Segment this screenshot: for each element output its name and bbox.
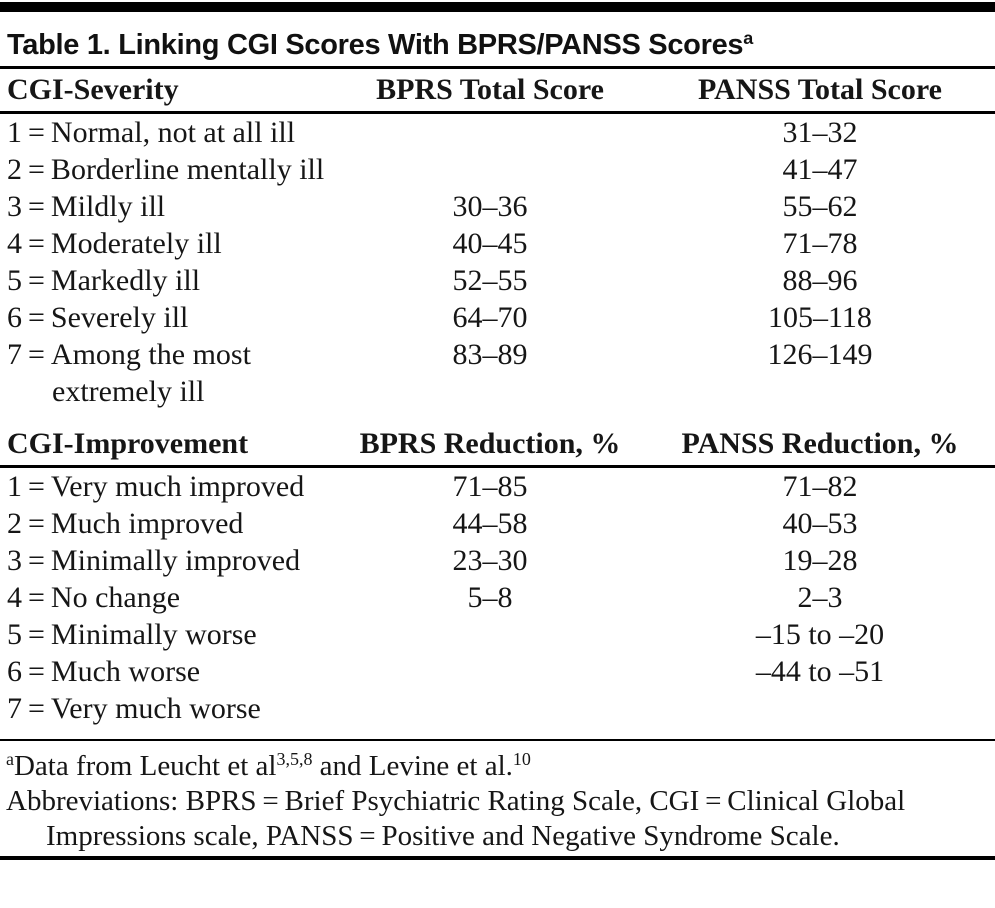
row-label: 7 = Among the most extremely ill xyxy=(7,338,251,408)
panss-reduction-header: PANSS Reduction, % xyxy=(681,427,959,460)
severity-header-rule xyxy=(0,111,995,114)
row-panss-value: 55–62 xyxy=(782,190,858,223)
row-panss-value xyxy=(645,690,995,727)
row-panss-value: 126–149 xyxy=(767,338,873,371)
improvement-header-label: CGI-Improvement xyxy=(7,427,249,460)
row-panss-value: 19–28 xyxy=(782,544,858,577)
row-panss-value: 88–96 xyxy=(782,264,858,297)
panss-total-header: PANSS Total Score xyxy=(698,73,942,106)
row-bprs-value: 23–30 xyxy=(452,544,528,577)
table-title-text: Table 1. Linking CGI Scores With BPRS/PA… xyxy=(7,29,744,61)
row-bprs-value: 5–8 xyxy=(467,581,513,614)
top-rule xyxy=(0,2,995,12)
row-label: 6 = Severely ill xyxy=(7,301,189,334)
reference-numbers-1: 3,5,8 xyxy=(276,749,313,770)
row-label: 6 = Much worse xyxy=(7,655,201,688)
table-row: 6 = Severely ill 64–70 105–118 xyxy=(0,299,995,336)
row-bprs-value: 64–70 xyxy=(452,301,528,334)
table-row: 1 = Normal, not at all ill 31–32 xyxy=(0,114,995,151)
table-row: 5 = Minimally worse –15 to –20 xyxy=(0,616,995,653)
bottom-rule xyxy=(0,856,995,860)
table-row: 4 = Moderately ill 40–45 71–78 xyxy=(0,225,995,262)
row-bprs-value xyxy=(335,114,645,151)
row-bprs-value: 83–89 xyxy=(452,338,528,371)
row-bprs-value xyxy=(335,690,645,727)
row-panss-value: 40–53 xyxy=(782,507,858,540)
row-label: 3 = Minimally improved xyxy=(7,544,301,577)
row-label: 1 = Very much improved xyxy=(7,470,305,503)
improvement-rows: 1 = Very much improved 71–85 71–82 2 = M… xyxy=(0,468,995,727)
table-row: 4 = No change 5–8 2–3 xyxy=(0,579,995,616)
table-row: 7 = Among the most extremely ill 83–89 1… xyxy=(0,336,995,410)
bprs-reduction-header: BPRS Reduction, % xyxy=(359,427,621,460)
table-row: 6 = Much worse –44 to –51 xyxy=(0,653,995,690)
row-label: 2 = Borderline mentally ill xyxy=(7,153,325,186)
row-bprs-value: 71–85 xyxy=(452,470,528,503)
row-label: 4 = Moderately ill xyxy=(7,227,222,260)
row-label: 2 = Much improved xyxy=(7,507,244,540)
row-label: 5 = Markedly ill xyxy=(7,264,201,297)
row-label: 3 = Mildly ill xyxy=(7,190,166,223)
row-label: 7 = Very much worse xyxy=(7,692,261,725)
row-panss-value: 41–47 xyxy=(782,153,858,186)
row-panss-value: –44 to –51 xyxy=(755,655,885,688)
row-bprs-value: 30–36 xyxy=(452,190,528,223)
table-title: Table 1. Linking CGI Scores With BPRS/PA… xyxy=(0,12,995,66)
title-rule xyxy=(0,66,995,69)
table-row: 1 = Very much improved 71–85 71–82 xyxy=(0,468,995,505)
row-label: 1 = Normal, not at all ill xyxy=(7,116,296,149)
improvement-header-row: CGI-Improvement BPRS Reduction, % PANSS … xyxy=(0,410,995,465)
severity-header-row: CGI-Severity BPRS Total Score PANSS Tota… xyxy=(0,69,995,111)
severity-header-label: CGI-Severity xyxy=(7,73,179,106)
row-label: 5 = Minimally worse xyxy=(7,618,257,651)
footnote-text-2: and Levine et al. xyxy=(312,750,513,782)
reference-numbers-2: 10 xyxy=(512,749,531,770)
footnote-abbreviations: Abbreviations: BPRS = Brief Psychiatric … xyxy=(6,785,906,852)
severity-section: CGI-Severity BPRS Total Score PANSS Tota… xyxy=(0,69,995,410)
table-row: 3 = Mildly ill 30–36 55–62 xyxy=(0,188,995,225)
improvement-section: CGI-Improvement BPRS Reduction, % PANSS … xyxy=(0,410,995,727)
row-panss-value: 105–118 xyxy=(768,301,872,334)
row-panss-value: 71–82 xyxy=(782,470,858,503)
row-bprs-value xyxy=(335,616,645,653)
row-panss-value: 71–78 xyxy=(782,227,858,260)
table-row: 5 = Markedly ill 52–55 88–96 xyxy=(0,262,995,299)
row-label: 4 = No change xyxy=(7,581,181,614)
table-title-footnote-marker: a xyxy=(743,28,753,49)
row-bprs-value xyxy=(335,653,645,690)
table-row: 3 = Minimally improved 23–30 19–28 xyxy=(0,542,995,579)
footnote-data-source: aData from Leucht et al3,5,8 and Levine … xyxy=(6,749,926,784)
table-row: 2 = Much improved 44–58 40–53 xyxy=(0,505,995,542)
bprs-total-header: BPRS Total Score xyxy=(376,73,604,106)
table-row: 7 = Very much worse xyxy=(0,690,995,727)
row-bprs-value: 52–55 xyxy=(452,264,528,297)
row-bprs-value: 44–58 xyxy=(452,507,528,540)
severity-rows: 1 = Normal, not at all ill 31–32 2 = Bor… xyxy=(0,114,995,410)
table-row: 2 = Borderline mentally ill 41–47 xyxy=(0,151,995,188)
footnote-marker: a xyxy=(6,749,14,770)
row-bprs-value: 40–45 xyxy=(452,227,528,260)
row-panss-value: –15 to –20 xyxy=(755,618,885,651)
row-bprs-value xyxy=(335,151,645,188)
footnote-text-1: Data from Leucht et al xyxy=(13,750,277,782)
row-panss-value: 2–3 xyxy=(797,581,843,614)
footnote-rule xyxy=(0,739,995,741)
footnotes: aData from Leucht et al3,5,8 and Levine … xyxy=(0,741,995,854)
improvement-header-rule xyxy=(0,465,995,468)
row-panss-value: 31–32 xyxy=(782,116,858,149)
